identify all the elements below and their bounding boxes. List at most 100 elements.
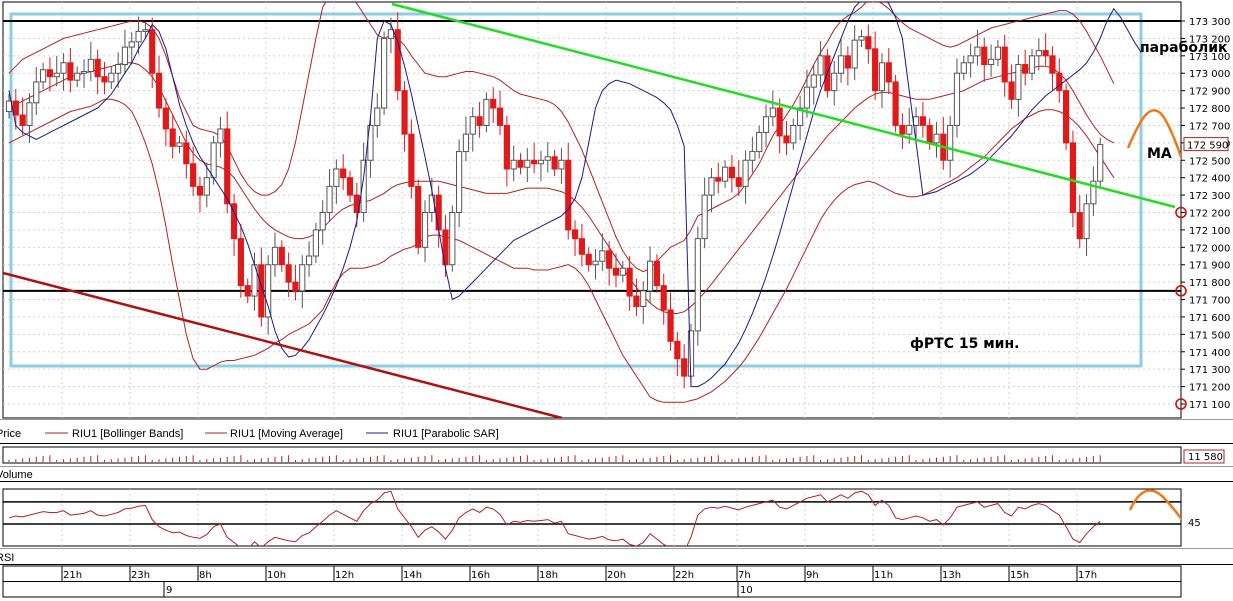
candle-body xyxy=(1015,64,1022,100)
candle-body xyxy=(872,48,879,92)
price-tick-label: 172 400 xyxy=(1189,174,1230,185)
candle-body xyxy=(1028,55,1036,74)
time-tick-label: 14h xyxy=(403,570,422,581)
price-tick-label: 171 400 xyxy=(1189,348,1230,359)
candle-body xyxy=(953,72,961,126)
candle-body xyxy=(599,250,606,262)
candle-body xyxy=(817,55,824,76)
candle-body xyxy=(762,116,770,133)
candle-body xyxy=(5,100,13,113)
candle-body xyxy=(619,267,626,276)
candle-body xyxy=(449,212,456,266)
candle-body xyxy=(742,159,749,187)
candle-body xyxy=(885,62,892,83)
time-tick-label: 16h xyxy=(471,570,490,581)
candle-body xyxy=(271,246,279,266)
candle-body xyxy=(803,86,811,109)
candle-body xyxy=(565,159,572,231)
candle-body xyxy=(346,177,354,196)
legend-label: RIU1 [Parabolic SAR] xyxy=(393,428,499,440)
candle-body xyxy=(26,102,33,126)
candle-body xyxy=(128,41,135,48)
time-tick-label: 10h xyxy=(267,570,286,581)
candle-body xyxy=(46,69,54,78)
candle-body xyxy=(646,260,654,292)
candle-body xyxy=(994,46,1001,60)
rsi-line xyxy=(8,490,1101,546)
candle-body xyxy=(230,203,238,240)
candle-body xyxy=(1035,50,1042,57)
candle-body xyxy=(496,107,504,126)
candle-body xyxy=(708,177,715,196)
candle-body xyxy=(912,116,920,126)
price-tick-label: 173 100 xyxy=(1189,52,1230,63)
candle-body xyxy=(1056,72,1063,92)
rsi-panel-label: RSI xyxy=(0,552,14,564)
candle-body xyxy=(558,159,565,170)
candle-body xyxy=(87,58,94,72)
price-tick-label: 173 300 xyxy=(1189,17,1230,28)
price-tick-label: 171 900 xyxy=(1189,261,1230,272)
candle-body xyxy=(40,69,47,83)
candle-body xyxy=(626,267,633,297)
candle-body xyxy=(571,229,579,240)
candle-body xyxy=(108,72,115,83)
candle-body xyxy=(517,159,524,168)
candle-body xyxy=(408,133,415,187)
candle-body xyxy=(503,124,510,170)
candle-body xyxy=(428,194,435,214)
candle-body xyxy=(462,133,470,153)
candle-body xyxy=(387,29,395,39)
candle-body xyxy=(947,124,954,161)
candle-body xyxy=(1042,50,1049,57)
price-tick-label: 172 500 xyxy=(1189,156,1230,167)
price-tick-label: 172 200 xyxy=(1189,209,1230,220)
candle-body xyxy=(844,55,851,69)
candle-body xyxy=(285,264,292,283)
candle-body xyxy=(115,64,122,74)
candle-body xyxy=(155,72,163,109)
candle-body xyxy=(701,194,708,240)
time-tick-label: 22h xyxy=(675,570,694,581)
candle-body xyxy=(162,107,169,130)
candle-body xyxy=(135,30,142,43)
candle-body xyxy=(906,124,913,135)
price-tick-label: 173 000 xyxy=(1189,69,1230,80)
candle-body xyxy=(899,124,906,135)
volume-panel-label: Volume xyxy=(0,469,33,481)
time-tick-label: 12h xyxy=(335,570,354,581)
rsi-forecast-curve xyxy=(1128,489,1181,521)
time-axis: 21h 23h 8h 10h 12h 14h 16h 18h 20h 22h 7h 9h 11h 13h 1… xyxy=(61,566,1097,597)
volume-panel-frame xyxy=(2,446,1182,464)
candle-body xyxy=(340,168,347,179)
volume-value-label: 11 580 xyxy=(1188,452,1223,463)
rsi-plot xyxy=(3,489,1181,546)
time-tick-label: 17h xyxy=(1078,570,1097,581)
date-tick-label: 10 xyxy=(740,585,753,596)
candle-body xyxy=(490,98,497,109)
candle-body xyxy=(1022,64,1029,74)
candle-body xyxy=(1076,212,1083,240)
time-tick-label: 11h xyxy=(874,570,893,581)
time-tick-label: 15h xyxy=(1010,570,1029,581)
legend-moving-average: RIU1 [Moving Average] xyxy=(205,428,343,440)
green-trend-line xyxy=(391,2,1176,209)
legend-label: RIU1 [Moving Average] xyxy=(230,428,343,440)
candle-body xyxy=(892,81,899,126)
price-plot xyxy=(3,2,1181,418)
candle-body xyxy=(831,72,838,92)
time-tick-label: 13h xyxy=(942,570,961,581)
legend-bollinger: RIU1 [Bollinger Bands] xyxy=(45,428,183,440)
candle-body xyxy=(974,46,981,57)
candle-body xyxy=(756,131,763,153)
candle-body xyxy=(421,212,429,248)
candle-body xyxy=(878,62,886,92)
bollinger-upper-line xyxy=(8,2,1115,273)
candle-body xyxy=(94,58,101,78)
candle-body xyxy=(537,159,545,165)
candle-body xyxy=(728,166,736,179)
candle-body xyxy=(694,238,701,332)
candle-body xyxy=(722,166,729,182)
candle-body xyxy=(299,264,306,292)
